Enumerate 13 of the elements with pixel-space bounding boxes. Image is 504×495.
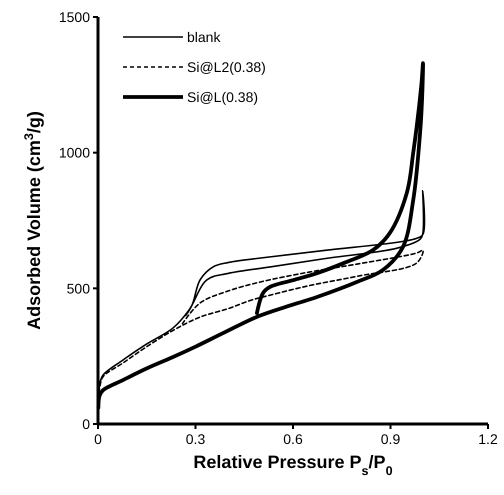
x-tick-label: 0.9: [380, 431, 400, 447]
legend-label: Si@L(0.38): [187, 89, 258, 105]
legend-label: Si@L2(0.38): [187, 59, 266, 75]
y-tick-label: 1500: [58, 9, 90, 25]
y-tick-label: 0: [82, 416, 90, 432]
x-tick-label: 0.3: [186, 431, 206, 447]
y-tick-label: 1000: [58, 144, 90, 161]
x-tick-label: 0: [94, 431, 102, 447]
legend-label: blank: [187, 29, 222, 45]
x-tick-label: 1.2: [478, 431, 498, 447]
x-tick-label: 0.6: [283, 431, 303, 447]
x-axis-title: Relative Pressure P$_{s}$/P$_{0}$: [193, 452, 393, 478]
y-tick-label: 500: [66, 280, 90, 296]
